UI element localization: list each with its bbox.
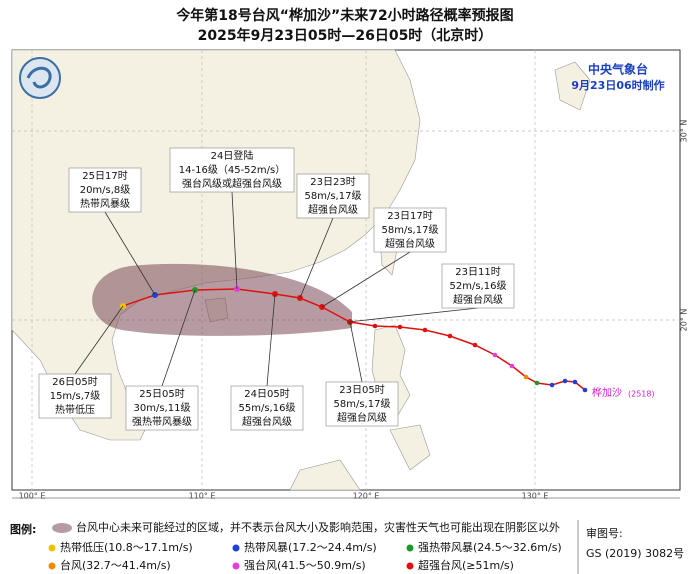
callout-text: 14-16级（45-52m/s） <box>179 164 285 176</box>
callout-box <box>125 385 199 431</box>
callout-text: 30m/s,11级 <box>134 402 191 414</box>
logo <box>19 57 61 99</box>
callout-line <box>161 289 196 387</box>
legend-swatch <box>232 544 240 552</box>
callout-line <box>266 293 276 387</box>
callout-text: 58m/s,17级 <box>382 224 439 236</box>
callout-text: 24日05时 <box>244 388 289 400</box>
legend-label: 超强台风(≥51m/s) <box>418 558 514 572</box>
callout-text: 20m/s,8级 <box>80 184 131 196</box>
callout-line <box>104 211 156 296</box>
callout-text: 25日05时 <box>139 388 184 400</box>
callout-box <box>230 385 304 431</box>
callout-text: 23日17时 <box>387 210 432 222</box>
past-point <box>372 323 378 329</box>
callout-line <box>74 305 124 375</box>
callout-text: 23日23时 <box>310 176 355 188</box>
callout-text: 超强台风级 <box>308 203 358 216</box>
callout-text: 52m/s,16级 <box>450 280 507 292</box>
past-point <box>472 342 478 348</box>
callout-text: 热带风暴级 <box>80 197 130 210</box>
callout-text: 25日17时 <box>82 170 127 182</box>
past-point <box>509 363 515 369</box>
callout-text: 强热带风暴级 <box>132 415 192 428</box>
callout-text: 23日05时 <box>339 384 384 396</box>
legend-swatch <box>48 562 56 570</box>
lon-label: 120° E <box>353 492 380 501</box>
legend-label: 热带风暴(17.2～24.4m/s) <box>244 541 377 554</box>
typhoon-code: (2518) <box>628 390 655 399</box>
callout-box <box>169 147 295 193</box>
legend-swatch <box>232 562 240 570</box>
callout-text: 15m/s,7级 <box>50 390 101 402</box>
lat-label: 20° N <box>680 309 689 332</box>
lat-label: 30° N <box>680 120 689 143</box>
callout-text: 55m/s,16级 <box>239 402 296 414</box>
callout-box <box>38 373 112 419</box>
legend-cone-text: 台风中心未来可能经过的区域，并不表示台风大小及影响范围，灾害性天气也可能出现在阴… <box>76 520 560 534</box>
callout-line <box>347 307 479 323</box>
legend-label: 台风(32.7～41.4m/s) <box>60 558 171 572</box>
past-point <box>549 382 555 388</box>
past-point <box>422 327 428 333</box>
typhoon-name: 桦加沙 <box>592 386 622 399</box>
agency: 中央气象台 <box>588 62 648 77</box>
legend-swatch <box>406 544 414 552</box>
callout-line <box>321 251 411 308</box>
forecast-track <box>122 288 351 323</box>
callout-text: 热带低压 <box>55 403 95 416</box>
callout-line <box>299 217 334 299</box>
past-point <box>397 324 403 330</box>
callout-text: 超强台风级 <box>385 237 435 250</box>
past-point <box>492 352 498 358</box>
past-point <box>562 378 568 384</box>
callout-box <box>441 263 515 309</box>
callout-text: 23日11时 <box>455 266 500 278</box>
legend-label: 热带低压(10.8～17.1m/s) <box>60 541 193 554</box>
title: 今年第18号台风“桦加沙”未来72小时路径概率预报图 <box>175 7 513 24</box>
legend-title: 图例: <box>10 522 36 536</box>
legend-cone <box>52 523 72 533</box>
legend-swatch <box>406 562 414 570</box>
callout-text: 26日05时 <box>52 376 97 388</box>
past-point <box>572 379 578 385</box>
callout-text: 超强台风级 <box>337 411 387 424</box>
callout-text: 24日登陆 <box>211 149 254 162</box>
past-point <box>523 374 529 380</box>
lon-label: 100° E <box>19 492 46 501</box>
callout-text: 58m/s,17级 <box>305 190 362 202</box>
review-label: 审图号: <box>586 526 623 540</box>
past-point <box>582 387 588 393</box>
legend-label: 强热带风暴(24.5～32.6m/s) <box>418 541 562 554</box>
subtitle: 2025年9月23日05时—26日05时（北京时） <box>198 27 493 44</box>
made-time: 9月23日06时制作 <box>571 78 664 92</box>
callout-text: 超强台风级 <box>242 415 292 428</box>
callout-line <box>349 321 363 383</box>
past-point <box>447 333 453 339</box>
legend-label: 强台风(41.5～50.9m/s) <box>244 558 366 572</box>
past-point <box>534 380 540 386</box>
callout-text: 58m/s,17级 <box>334 398 391 410</box>
callout-box <box>373 207 447 253</box>
callout-text: 强台风级或超强台风级 <box>182 177 282 190</box>
review-code: GS (2019) 3082号 <box>586 547 684 560</box>
callout-box <box>325 381 399 427</box>
legend-swatch <box>48 544 56 552</box>
callout-box <box>296 173 370 219</box>
callout-line <box>231 191 238 290</box>
callout-box <box>68 167 142 213</box>
probability-cone <box>92 263 352 336</box>
lon-label: 110° E <box>189 492 216 501</box>
lon-label: 130° E <box>522 492 549 501</box>
callout-text: 超强台风级 <box>453 293 503 306</box>
